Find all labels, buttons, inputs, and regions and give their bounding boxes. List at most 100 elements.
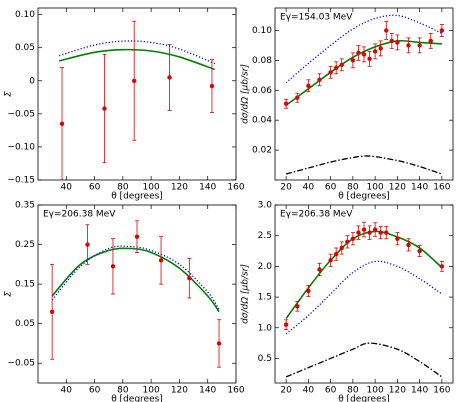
x-tick-label: 40 [303,183,315,193]
x-tick-label: 40 [61,183,73,193]
x-tick-label: 160 [227,386,244,396]
data-point [102,106,107,111]
data-point [306,288,311,294]
curve [285,155,443,175]
data-point [295,304,300,309]
data-point [283,322,289,327]
plot-area [59,20,216,180]
data-point [216,341,222,346]
y-tick-label: 0.05 [15,43,35,53]
data-point [361,227,367,232]
curve [59,48,216,71]
y-tick-label: 0.10 [252,26,272,36]
y-tick-label: −0.05 [7,359,35,369]
data-point [428,38,433,44]
data-point [417,248,422,254]
data-point [295,95,300,100]
y-tick-label: 2.0 [258,262,273,272]
data-point [372,227,378,232]
data-point [372,49,378,54]
x-tick-label: 140 [411,183,428,193]
y-axis-label: Σ [4,91,14,97]
y-tick-label: 0.25 [15,240,35,250]
data-point [328,70,333,75]
annotation: Eγ=206.38 MeV [43,210,116,220]
y-tick-label: 3.0 [258,201,273,211]
data-point [339,62,344,68]
x-tick-label: 120 [171,386,188,396]
y-tick-label: 0.15 [15,280,35,290]
data-point [367,56,372,62]
data-point [306,83,311,88]
data-point [317,267,322,272]
y-tick-label: −0.15 [7,176,35,186]
data-point [417,43,422,48]
y-axis-label: dσ/dΩ [μb/sr] [241,264,251,324]
y-tick-label: −0.05 [7,109,35,119]
curve [285,230,443,320]
data-point [328,258,333,263]
axes-frame [37,7,237,181]
y-tick-label: 0.5 [258,354,272,364]
annotation: Eγ=154.03 MeV [280,13,353,23]
x-tick-label: 80 [347,386,359,396]
x-axis-label: θ [degrees] [111,395,163,402]
x-axis-label: θ [degrees] [338,395,390,402]
y-tick-label: 0.05 [15,319,35,329]
data-point [361,52,367,57]
x-tick-label: 20 [280,386,292,396]
x-tick-label: 20 [280,183,292,193]
data-point [406,43,411,48]
data-point [333,65,339,71]
data-point [187,275,192,281]
curve [51,247,220,313]
y-tick-label: 0.10 [15,10,35,20]
curve [51,245,220,311]
x-tick-label: 100 [143,386,160,396]
data-point [378,46,383,51]
x-tick-label: 120 [389,183,406,193]
data-point [59,121,65,126]
y-tick-label: −0.10 [7,142,35,152]
x-tick-label: 100 [367,183,384,193]
data-point [339,245,344,251]
axes-frame [274,7,454,181]
data-point [158,258,164,263]
x-tick-label: 120 [389,386,406,396]
y-tick-label: 1.5 [258,293,272,303]
data-point [439,28,445,33]
y-tick-label: 0.04 [252,116,272,126]
data-point [439,264,445,269]
y-axis-label: dσ/dΩ [μb/sr] [241,64,251,124]
x-tick-label: 80 [117,386,129,396]
data-point [350,236,356,241]
x-tick-label: 60 [89,183,101,193]
data-point [283,101,289,106]
y-tick-label: 0.02 [252,146,272,156]
y-tick-label: 0.35 [15,201,35,211]
plot-area [283,221,445,378]
x-tick-label: 140 [199,183,216,193]
axes-frame [37,204,237,384]
data-point [367,230,372,235]
data-point [356,230,361,235]
data-point [378,230,383,235]
data-point [345,239,350,245]
x-axis-label: θ [degrees] [111,192,163,202]
x-tick-label: 40 [303,386,315,396]
x-axis-label: θ [degrees] [338,192,390,202]
data-point [356,50,361,56]
data-point [395,40,400,45]
data-point [317,77,322,82]
data-point [395,236,400,241]
curve [285,14,443,84]
data-point [110,264,116,269]
x-tick-label: 80 [347,183,359,193]
data-point [384,230,389,235]
x-tick-label: 160 [227,183,244,193]
x-tick-label: 160 [433,183,450,193]
plot-area [283,14,445,175]
x-tick-label: 60 [89,386,101,396]
x-tick-label: 140 [199,386,216,396]
